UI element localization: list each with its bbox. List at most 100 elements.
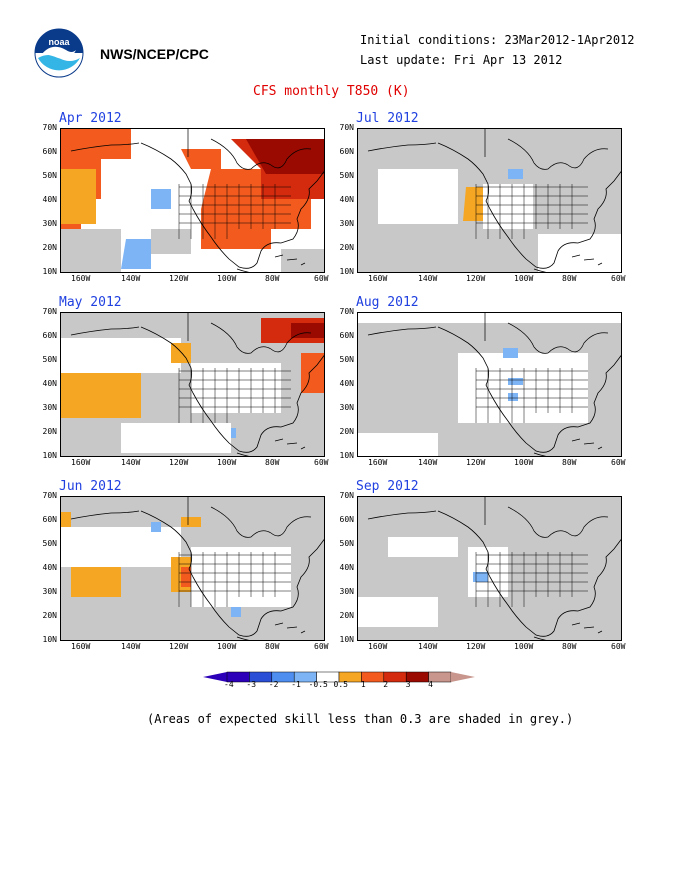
anomaly-map [357,312,622,457]
lat-label: 50N [339,539,354,548]
panel-title: Aug 2012 [356,295,419,310]
organization-name: NWS/NCEP/CPC [100,46,209,62]
lon-label: 140W [418,458,438,467]
map-panel: May 2012 70N 60N 50N 40N 30N 20N 10N 160W 140W 12… [43,295,329,494]
colorbar-label: -2 [268,680,279,689]
lon-label: 80W [265,642,280,651]
lat-label: 40N [42,563,57,572]
lat-label: 60N [42,331,57,340]
lon-label: 80W [562,642,577,651]
lat-label: 20N [42,611,57,620]
lon-label: 80W [562,458,577,467]
colorbar-label: 2 [383,680,389,689]
lon-label: 160W [368,458,388,467]
lon-label: 120W [169,642,189,651]
lat-label: 50N [42,539,57,548]
lat-label: 20N [339,243,354,252]
lat-label: 20N [42,427,57,436]
colorbar-label: -3 [246,680,257,689]
lat-label: 70N [42,307,57,316]
lon-label: 100W [514,642,534,651]
lat-label: 20N [339,427,354,436]
lon-label: 100W [217,458,237,467]
colorbar-label: -4 [224,680,234,689]
lon-label: 160W [71,642,91,651]
anomaly-map [357,496,622,641]
figure-title: CFS monthly T850 (K) [253,84,410,99]
lat-label: 30N [339,403,354,412]
last-update: Last update: Fri Apr 13 2012 [360,53,563,67]
lat-label: 40N [339,563,354,572]
panel-title: May 2012 [59,295,122,310]
anomaly-map [60,312,325,457]
lat-label: 20N [339,611,354,620]
colorbar-label: 0.5 [333,680,348,689]
colorbar-arrow-right [451,672,475,682]
panel-title: Jul 2012 [356,111,419,126]
lat-label: 10N [339,267,354,276]
lon-label: 140W [121,458,141,467]
lat-label: 60N [42,515,57,524]
lat-label: 40N [339,195,354,204]
lon-label: 140W [418,642,438,651]
lat-label: 70N [339,491,354,500]
lon-label: 140W [121,274,141,283]
lat-label: 40N [42,379,57,388]
lat-label: 30N [42,587,57,596]
colorbar-label: 3 [405,680,411,689]
lon-label: 100W [217,642,237,651]
lon-label: 160W [368,642,388,651]
lon-label: 60W [314,642,329,651]
map-panel: Jul 2012 70N 60N 50N 40N 30N 20N 10N 160W 140W 12… [340,111,626,310]
lon-label: 60W [314,274,329,283]
lat-label: 30N [339,587,354,596]
lon-label: 60W [611,458,626,467]
lat-label: 60N [339,147,354,156]
lon-label: 80W [265,274,280,283]
lat-label: 30N [42,219,57,228]
panel-title: Apr 2012 [59,111,122,126]
lat-label: 70N [42,123,57,132]
lon-label: 160W [71,274,91,283]
footnote: (Areas of expected skill less than 0.3 a… [147,712,574,726]
lon-label: 60W [611,642,626,651]
lat-label: 10N [42,267,57,276]
lat-label: 70N [339,307,354,316]
lat-label: 30N [42,403,57,412]
anomaly-map [357,128,622,273]
lat-label: 50N [339,171,354,180]
lat-label: 50N [339,355,354,364]
noaa-logo: noaa [34,28,84,78]
colorbar-label: -1 [291,680,301,689]
anomaly-map [60,128,325,273]
lon-label: 120W [466,458,486,467]
lat-label: 60N [339,331,354,340]
lon-label: 160W [71,458,91,467]
lon-label: 100W [514,458,534,467]
lat-label: 10N [339,451,354,460]
lat-label: 40N [42,195,57,204]
map-panel: Sep 2012 70N 60N 50N 40N 30N 20N 10N 160W 140W 12… [340,479,626,678]
lat-label: 50N [42,355,57,364]
lon-label: 100W [217,274,237,283]
lon-label: 120W [169,274,189,283]
lat-label: 60N [339,515,354,524]
lon-label: 60W [611,274,626,283]
lon-label: 120W [466,642,486,651]
noaa-logo-text: noaa [48,37,70,47]
lat-label: 40N [339,379,354,388]
lon-label: 120W [466,274,486,283]
initial-conditions: Initial conditions: 23Mar2012-1Apr2012 [360,33,635,47]
lat-label: 10N [42,635,57,644]
colorbar-label: 1 [360,680,366,689]
lat-label: 10N [42,451,57,460]
colorbar-label: -0.5 [308,680,328,689]
lon-label: 80W [562,274,577,283]
lat-label: 50N [42,171,57,180]
lat-label: 10N [339,635,354,644]
lon-label: 60W [314,458,329,467]
lat-label: 20N [42,243,57,252]
colorbar-label: 4 [428,680,433,689]
lat-label: 70N [42,491,57,500]
colorbar [203,671,475,683]
